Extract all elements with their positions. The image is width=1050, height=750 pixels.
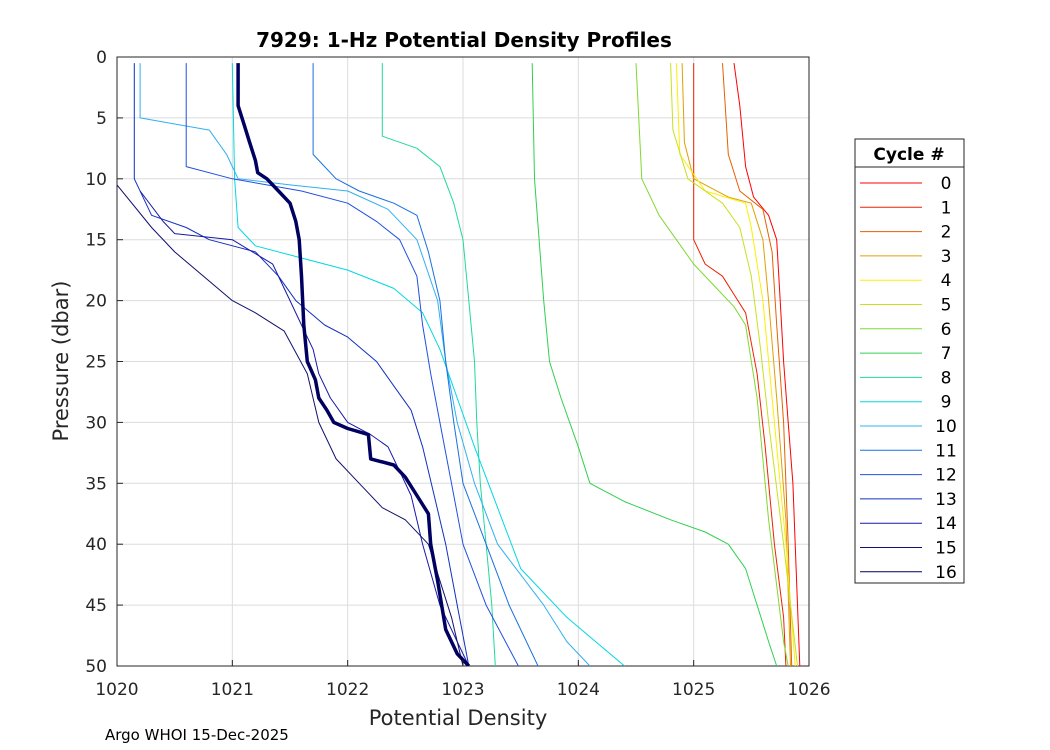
series-line-cycle-1: [693, 63, 787, 666]
y-tick-label: 25: [85, 353, 107, 373]
legend-title: Cycle #: [873, 145, 944, 165]
legend-label-cycle-15: 15: [935, 539, 957, 559]
series-line-cycle-11: [312, 63, 539, 666]
series-line-cycle-13: [133, 63, 470, 666]
y-tick-label: 45: [85, 596, 107, 616]
legend-label-cycle-6: 6: [941, 320, 952, 340]
y-tick-label: 5: [96, 109, 107, 129]
series-line-cycle-3: [681, 63, 791, 666]
series-line-cycle-0: [733, 63, 801, 666]
y-tick-label: 10: [85, 170, 107, 190]
legend-label-cycle-14: 14: [935, 514, 957, 534]
legend-label-cycle-9: 9: [941, 393, 952, 413]
legend-box: [854, 138, 965, 584]
legend-label-cycle-16: 16: [935, 563, 957, 583]
legend-label-cycle-11: 11: [935, 441, 957, 461]
series-line-cycle-2: [722, 63, 793, 666]
x-tick-label: 1025: [672, 680, 715, 700]
series-layer: [117, 63, 801, 666]
y-tick-label: 15: [85, 231, 107, 251]
legend-label-cycle-8: 8: [941, 368, 952, 388]
legend-label-cycle-1: 1: [941, 198, 952, 218]
legend-label-cycle-4: 4: [941, 271, 952, 291]
chart-title: 7929: 1-Hz Potential Density Profiles: [256, 28, 672, 52]
y-tick-label: 35: [85, 474, 107, 494]
x-tick-label: 1021: [211, 680, 254, 700]
legend-label-cycle-10: 10: [935, 417, 957, 437]
series-line-cycle-5: [670, 63, 798, 666]
series-line-cycle-16: [236, 63, 471, 666]
series-line-cycle-9: [231, 63, 625, 666]
series-line-cycle-12: [185, 63, 519, 666]
y-axis-label: Pressure (dbar): [49, 281, 73, 442]
y-tick-label: 50: [85, 657, 107, 677]
footer-credit: Argo WHOI 15-Dec-2025: [105, 726, 289, 744]
y-tick-label: 20: [85, 292, 107, 312]
y-tick-labels: 0 5 10 15 20 25 30 35 40 45 50: [85, 48, 123, 677]
series-line-cycle-10: [139, 63, 591, 666]
y-tick-label: 30: [85, 413, 107, 433]
x-tick-labels: 1020 1021 1022 1023 1024 1025 1026: [95, 660, 831, 700]
legend-label-cycle-3: 3: [941, 247, 952, 267]
series-line-cycle-4: [675, 63, 796, 666]
x-tick-label: 1023: [441, 680, 484, 700]
x-tick-label: 1026: [787, 680, 830, 700]
legend-label-cycle-2: 2: [941, 223, 952, 243]
legend-label-cycle-7: 7: [941, 344, 952, 364]
legend-label-cycle-13: 13: [935, 490, 957, 510]
series-line-cycle-14: [139, 190, 470, 666]
x-tick-label: 1022: [326, 680, 369, 700]
series-line-cycle-6: [635, 63, 789, 666]
plot-area: [116, 56, 810, 667]
x-tick-label: 1024: [557, 680, 600, 700]
legend-label-cycle-12: 12: [935, 466, 957, 486]
legend-label-cycle-0: 0: [941, 174, 952, 194]
x-axis-label: Potential Density: [369, 706, 548, 730]
y-tick-label: 0: [96, 48, 107, 68]
y-tick-label: 40: [85, 535, 107, 555]
x-tick-label: 1020: [95, 680, 138, 700]
series-line-cycle-7: [531, 63, 778, 666]
legend-label-cycle-5: 5: [941, 296, 952, 316]
